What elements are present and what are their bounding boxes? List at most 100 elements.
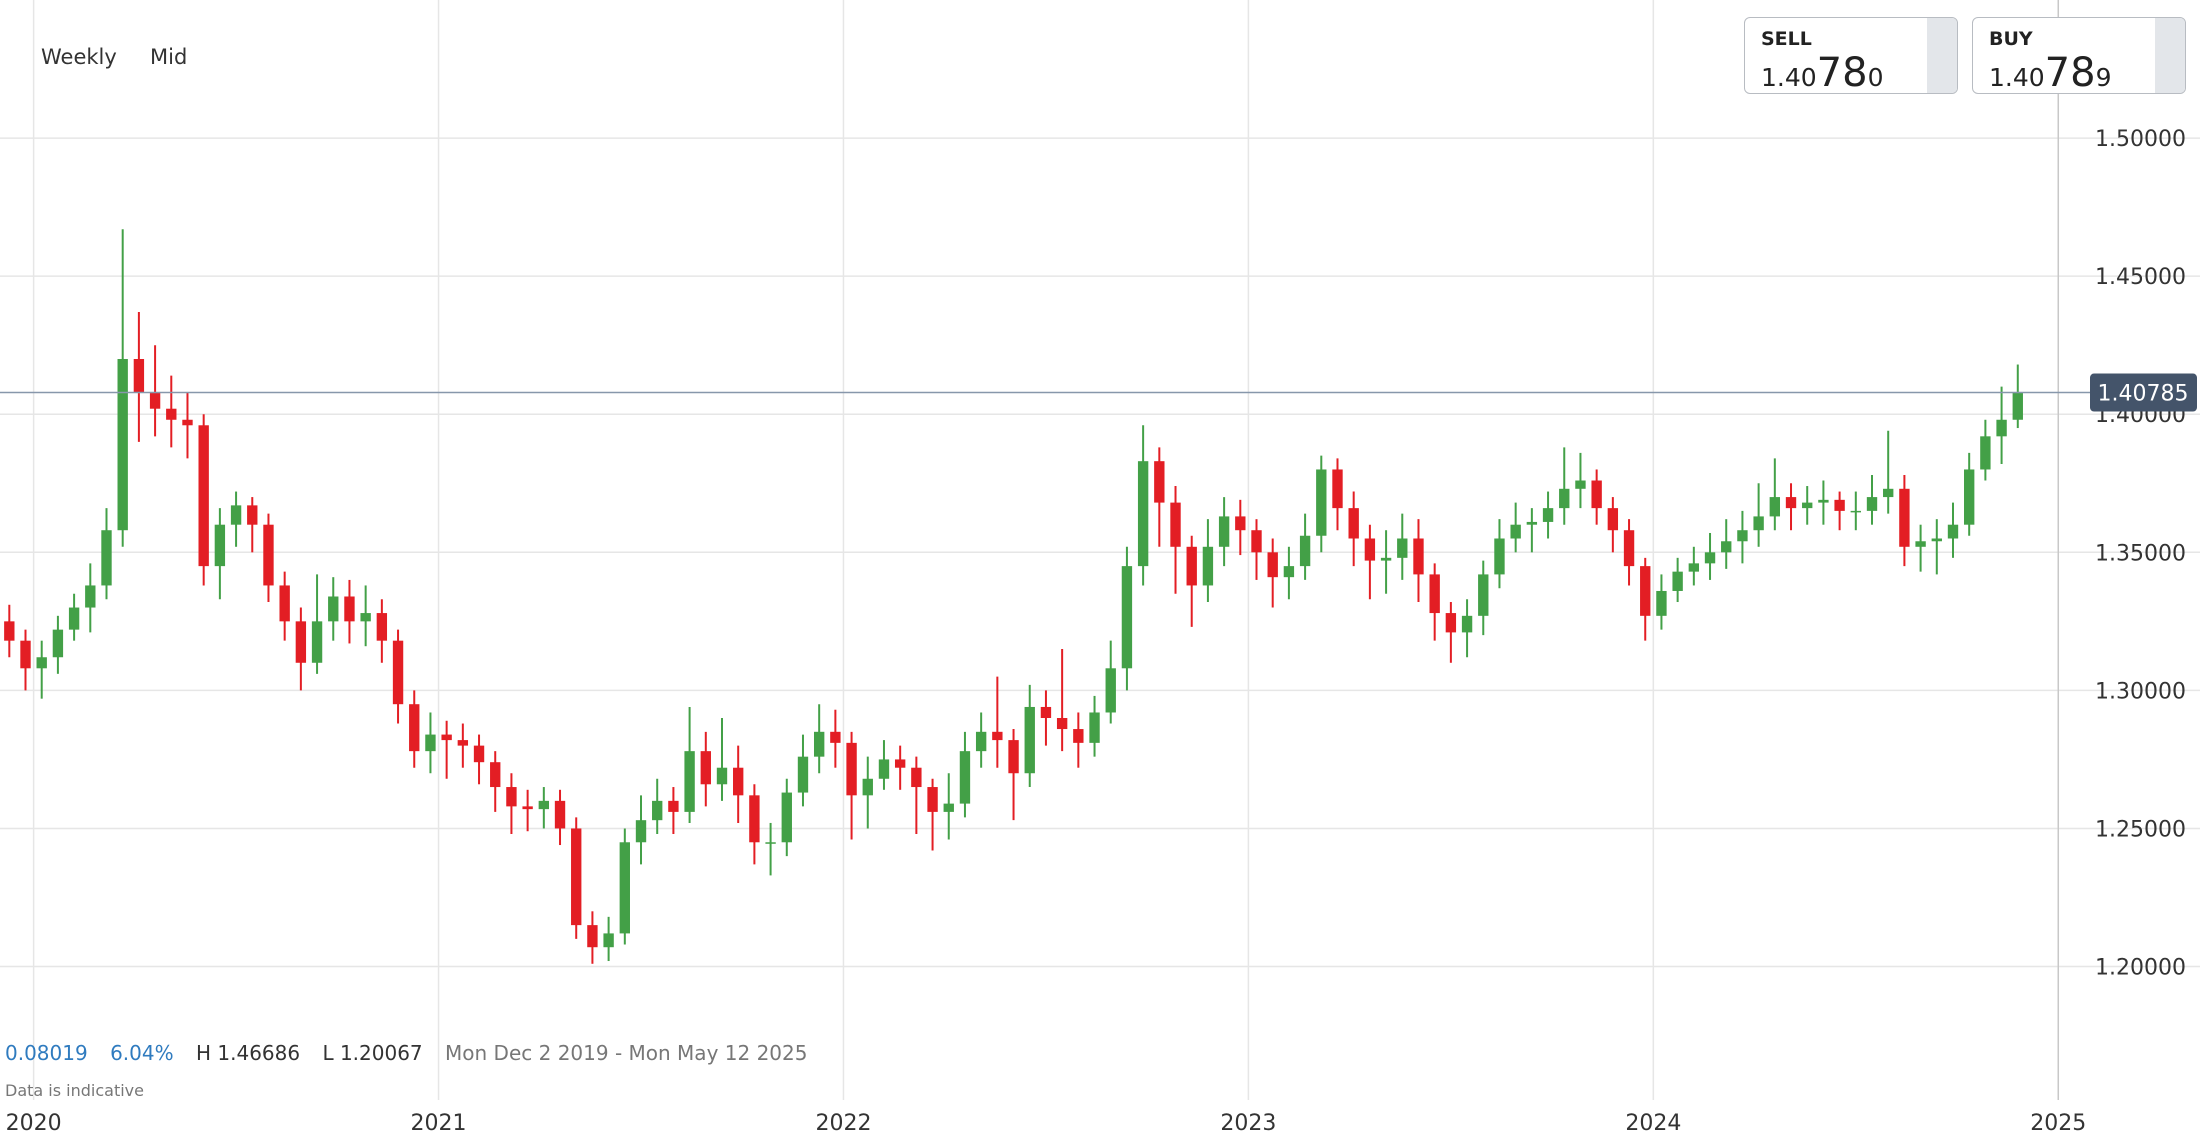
current-price-box xyxy=(2090,373,2197,412)
candle-body xyxy=(1931,538,1942,542)
candle-body xyxy=(1834,499,1845,511)
candle-body xyxy=(4,621,15,641)
candle-body xyxy=(1623,530,1635,567)
candle-body xyxy=(68,607,80,630)
candle-body xyxy=(781,792,792,843)
candle-body xyxy=(1461,615,1473,633)
x-tick-label: 2023 xyxy=(1220,1111,1276,1135)
candle-body xyxy=(376,613,388,641)
candle-body xyxy=(392,640,404,705)
candle-body xyxy=(1510,524,1521,539)
candle-body xyxy=(490,762,501,788)
candle-body xyxy=(295,621,307,663)
candle-body xyxy=(603,933,614,948)
candle-body xyxy=(1170,502,1181,547)
candle-body xyxy=(1542,508,1554,522)
candle-body xyxy=(1089,712,1100,743)
candle-body xyxy=(1397,538,1408,558)
candle-body xyxy=(1251,530,1262,553)
candle-body xyxy=(133,359,145,393)
sell-label: SELL xyxy=(1761,28,1812,50)
candle-body xyxy=(1899,488,1910,547)
candle-body xyxy=(1672,571,1683,591)
candle-body xyxy=(1640,566,1651,616)
candle-body xyxy=(473,745,485,763)
y-tick-label: 1.45000 xyxy=(2095,265,2186,290)
candle-body xyxy=(52,629,64,658)
candle-body xyxy=(1186,546,1197,586)
candle-body xyxy=(554,800,566,829)
x-tick-label: 2025 xyxy=(2030,1111,2086,1135)
price-type-button[interactable]: Mid xyxy=(150,45,188,69)
candle-body xyxy=(198,425,209,567)
candle-body xyxy=(1024,706,1035,774)
sell-button[interactable]: SELL 1.40780 xyxy=(1744,17,1958,94)
candle-body xyxy=(344,596,355,622)
candle-body xyxy=(1348,508,1359,539)
change-pct: 6.04% xyxy=(110,1041,174,1065)
candle-body xyxy=(716,767,728,785)
candle-body xyxy=(1121,566,1133,669)
candle-body xyxy=(263,524,274,586)
candle-body xyxy=(1267,552,1278,578)
price-suffix: 0 xyxy=(1867,63,1884,92)
candle-body xyxy=(1429,574,1440,614)
candle-body xyxy=(1980,436,1991,470)
interval-button[interactable]: Weekly xyxy=(41,45,117,69)
strip xyxy=(2155,18,2185,93)
candle-body xyxy=(1607,508,1619,531)
candle-body xyxy=(894,759,906,768)
candle-body xyxy=(1769,497,1781,517)
candle-body xyxy=(1915,541,1926,547)
candle-body xyxy=(943,803,954,812)
candle-body xyxy=(1688,563,1700,572)
candle-body xyxy=(765,842,776,844)
candle-body xyxy=(878,759,890,779)
candle-body xyxy=(1202,546,1214,586)
high-stat: H 1.46686 xyxy=(195,1041,301,1065)
price-suffix: 9 xyxy=(2095,63,2112,92)
candle-body xyxy=(101,530,112,586)
candle-body xyxy=(1802,502,1813,509)
candle-body xyxy=(328,596,339,622)
candle-body xyxy=(813,731,825,757)
candle-body xyxy=(1575,480,1586,489)
candle-body xyxy=(1656,590,1667,616)
candle-body xyxy=(522,806,533,810)
candle-body xyxy=(571,828,582,926)
candle-body xyxy=(1008,740,1019,774)
y-tick-label: 1.50000 xyxy=(2095,127,2186,152)
candle-body xyxy=(1559,488,1570,509)
candle-body xyxy=(149,392,161,409)
candle-body xyxy=(230,505,242,525)
candle-body xyxy=(1818,499,1829,503)
candle-body xyxy=(1040,706,1052,719)
buy-price: 1.40789 xyxy=(1989,50,2112,93)
candle-body xyxy=(1283,566,1295,578)
candle-body xyxy=(1704,552,1716,564)
candle-body xyxy=(652,800,663,821)
y-tick-label: 1.30000 xyxy=(2095,679,2186,704)
candle-body xyxy=(927,787,938,812)
candle-body xyxy=(1380,557,1392,561)
candle-body xyxy=(1073,729,1084,743)
candle-body xyxy=(587,925,598,948)
candle-body xyxy=(1996,419,2007,437)
candle-body xyxy=(409,704,420,752)
price-prefix: 1.40 xyxy=(1989,63,2045,92)
candle-body xyxy=(214,524,226,567)
candle-body xyxy=(797,756,809,793)
candle-body xyxy=(1494,538,1505,575)
candle-body xyxy=(862,778,873,796)
candle-body xyxy=(749,795,760,843)
candle-body xyxy=(360,613,371,622)
candle-body xyxy=(1964,469,1975,525)
candle-body xyxy=(1785,497,1797,509)
buy-button[interactable]: BUY 1.40789 xyxy=(1972,17,2186,94)
candle-body xyxy=(1235,516,1246,531)
candle-body xyxy=(1154,461,1165,503)
candle-body xyxy=(20,640,31,669)
candle-body xyxy=(846,742,857,796)
